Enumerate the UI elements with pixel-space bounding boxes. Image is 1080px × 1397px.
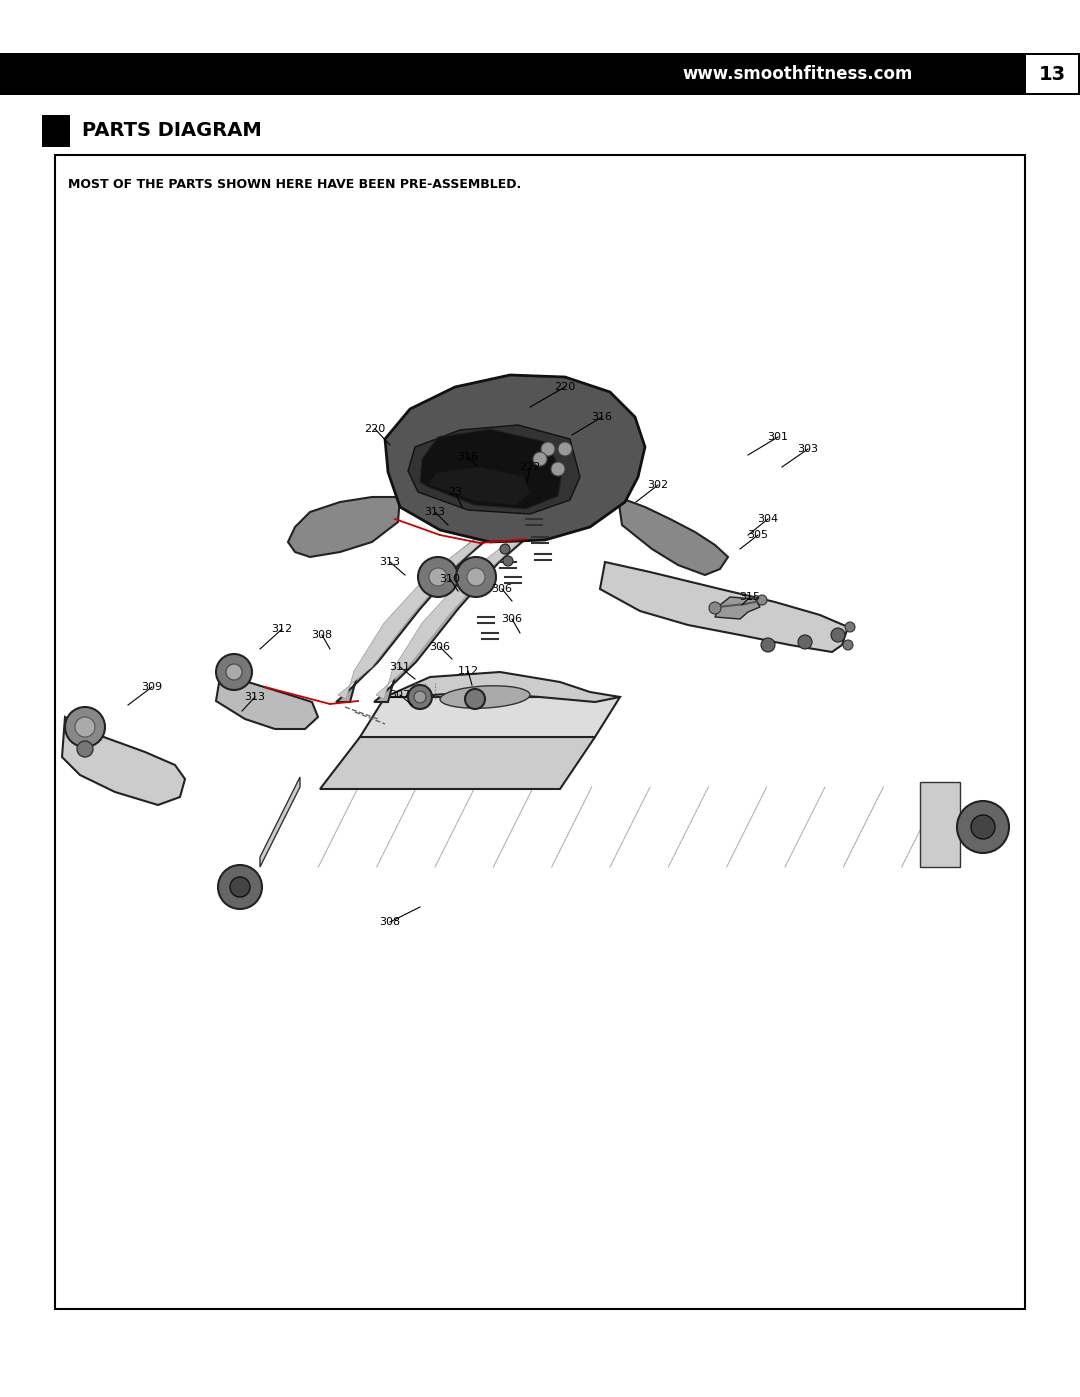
Text: 220: 220 (364, 425, 386, 434)
Bar (42, 115, 70, 147)
Polygon shape (62, 717, 185, 805)
Circle shape (500, 543, 510, 555)
Circle shape (534, 453, 546, 467)
Text: 306: 306 (491, 584, 513, 594)
Polygon shape (960, 787, 1000, 916)
Polygon shape (600, 562, 848, 652)
Polygon shape (220, 837, 260, 916)
Polygon shape (220, 868, 960, 916)
Text: 312: 312 (271, 624, 293, 634)
Polygon shape (384, 374, 645, 542)
Circle shape (408, 685, 432, 710)
Circle shape (465, 689, 485, 710)
Text: 311: 311 (390, 662, 410, 672)
Text: 306: 306 (430, 643, 450, 652)
Text: PARTS DIAGRAM: PARTS DIAGRAM (82, 122, 261, 141)
Circle shape (541, 441, 555, 455)
Text: 313: 313 (424, 507, 446, 517)
Text: 305: 305 (747, 529, 769, 541)
Polygon shape (360, 697, 620, 738)
Circle shape (218, 865, 262, 909)
Circle shape (831, 629, 845, 643)
Circle shape (418, 557, 458, 597)
Circle shape (77, 740, 93, 757)
Circle shape (843, 640, 853, 650)
Circle shape (230, 877, 249, 897)
Ellipse shape (440, 686, 530, 708)
Bar (0, 53, 1080, 95)
Text: 306: 306 (501, 615, 523, 624)
Text: 308: 308 (311, 630, 333, 640)
Polygon shape (920, 782, 960, 868)
Text: 308: 308 (379, 916, 401, 928)
Circle shape (75, 717, 95, 738)
Text: 222: 222 (519, 462, 541, 472)
Polygon shape (288, 497, 400, 557)
Polygon shape (336, 509, 528, 703)
Circle shape (414, 692, 426, 703)
Circle shape (971, 814, 995, 840)
Polygon shape (374, 509, 566, 703)
Circle shape (216, 654, 252, 690)
Circle shape (503, 556, 513, 566)
Polygon shape (715, 597, 760, 619)
Text: 313: 313 (379, 557, 401, 567)
Text: 304: 304 (757, 514, 779, 524)
Circle shape (957, 800, 1009, 854)
Text: 310: 310 (440, 574, 460, 584)
Text: 13: 13 (1039, 64, 1066, 84)
Text: 220: 220 (554, 381, 576, 393)
Text: 316: 316 (458, 453, 478, 462)
Text: 303: 303 (797, 444, 819, 454)
Text: 112: 112 (458, 666, 478, 676)
Polygon shape (216, 678, 318, 729)
Circle shape (65, 707, 105, 747)
Circle shape (708, 602, 721, 615)
Polygon shape (220, 787, 300, 916)
Bar (0, 0, 1080, 54)
Text: 307: 307 (390, 690, 410, 700)
Polygon shape (320, 738, 595, 789)
Text: 316: 316 (592, 412, 612, 422)
Text: 301: 301 (768, 432, 788, 441)
Polygon shape (384, 672, 620, 703)
Circle shape (467, 569, 485, 585)
Polygon shape (376, 515, 554, 698)
Circle shape (429, 569, 447, 585)
Text: www.smoothfitness.com: www.smoothfitness.com (683, 66, 913, 82)
Text: 315: 315 (740, 592, 760, 602)
Bar (1026, 54, 1078, 94)
Polygon shape (408, 425, 580, 514)
Circle shape (558, 441, 572, 455)
Circle shape (551, 462, 565, 476)
Text: 313: 313 (244, 692, 266, 703)
Polygon shape (420, 429, 562, 509)
Bar (55, 155, 1025, 1309)
Polygon shape (338, 515, 516, 698)
Polygon shape (260, 787, 1000, 868)
Circle shape (226, 664, 242, 680)
Circle shape (761, 638, 775, 652)
Polygon shape (428, 467, 530, 504)
Polygon shape (260, 777, 300, 868)
Circle shape (798, 636, 812, 650)
Circle shape (757, 595, 767, 605)
Polygon shape (618, 497, 728, 576)
Text: MOST OF THE PARTS SHOWN HERE HAVE BEEN PRE-ASSEMBLED.: MOST OF THE PARTS SHOWN HERE HAVE BEEN P… (68, 177, 522, 191)
Circle shape (456, 557, 496, 597)
Text: 302: 302 (647, 481, 669, 490)
Text: 23: 23 (448, 488, 462, 497)
Circle shape (845, 622, 855, 631)
Text: 309: 309 (141, 682, 163, 692)
